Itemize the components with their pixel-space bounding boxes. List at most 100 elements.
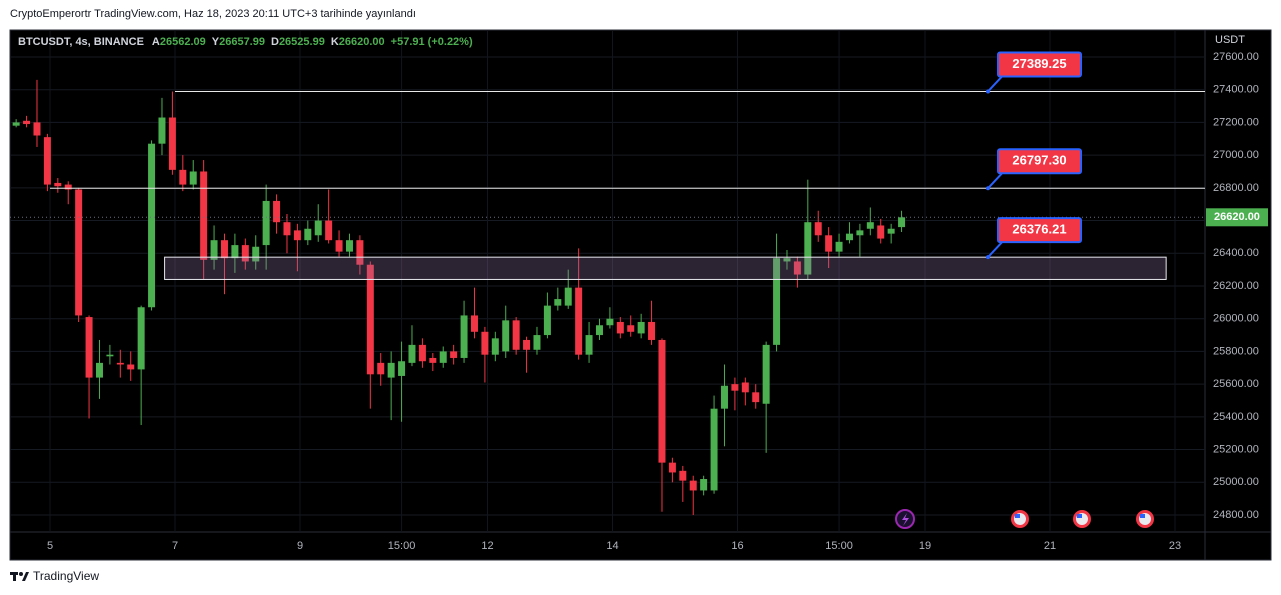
candle-body bbox=[231, 245, 239, 259]
candle-body bbox=[866, 222, 874, 229]
candle-body bbox=[710, 408, 718, 491]
x-tick-label: 21 bbox=[1044, 540, 1056, 552]
candle-body bbox=[533, 335, 541, 350]
candle-body bbox=[200, 171, 208, 260]
candle-body bbox=[325, 220, 333, 241]
candle-body bbox=[773, 258, 781, 345]
last-price-tag bbox=[1206, 208, 1268, 227]
x-tick-label: 16 bbox=[731, 540, 743, 552]
candle-body bbox=[283, 222, 291, 236]
candle-body bbox=[814, 222, 822, 236]
callout-anchor bbox=[986, 255, 990, 260]
candle-body bbox=[220, 240, 228, 259]
y-tick-label: 27200.00 bbox=[1213, 116, 1259, 128]
y-tick-label: 27000.00 bbox=[1213, 149, 1259, 161]
candle-body bbox=[273, 200, 281, 223]
callout-anchor bbox=[986, 186, 990, 191]
candle-body bbox=[439, 351, 447, 363]
candle-body bbox=[377, 362, 385, 375]
callout-pointer bbox=[987, 241, 1003, 258]
callout-box bbox=[997, 148, 1082, 175]
candle-body bbox=[783, 258, 791, 262]
candle-body bbox=[64, 184, 72, 190]
candle-body bbox=[127, 364, 135, 370]
candle-body bbox=[752, 392, 760, 403]
callout-anchor bbox=[986, 89, 990, 94]
ohlc-value: 26562.09 bbox=[160, 36, 206, 48]
candle-body bbox=[554, 299, 562, 306]
x-tick-label: 14 bbox=[606, 540, 618, 552]
candle-body bbox=[648, 321, 656, 340]
ohlc-key: D bbox=[271, 36, 279, 48]
x-tick-label: 7 bbox=[172, 540, 178, 552]
brand: TradingView bbox=[33, 569, 99, 583]
candle-body bbox=[408, 344, 416, 363]
last-price-label: 26620.00 bbox=[1214, 211, 1260, 223]
x-tick-label: 12 bbox=[481, 540, 493, 552]
candle-body bbox=[887, 228, 895, 234]
candle-body bbox=[429, 357, 437, 363]
y-tick-label: 26000.00 bbox=[1213, 313, 1259, 325]
overlay: 27389.25 26797.30 26376.21 bbox=[10, 51, 1205, 280]
candle-body bbox=[575, 287, 583, 355]
y-tick-label: 25400.00 bbox=[1213, 411, 1259, 423]
y-tick-label: 26800.00 bbox=[1213, 182, 1259, 194]
y-axis-label: USDT bbox=[1215, 34, 1245, 46]
candle-body bbox=[252, 246, 260, 262]
change: +57.91 (+0.22%) bbox=[391, 36, 473, 48]
callout-box bbox=[997, 217, 1082, 244]
candle-body bbox=[210, 240, 218, 260]
candle-body bbox=[512, 320, 520, 350]
x-tick-label: 15:00 bbox=[388, 540, 416, 552]
candle-body bbox=[720, 385, 728, 409]
event-icon[interactable] bbox=[1073, 510, 1091, 528]
candle-body bbox=[398, 361, 406, 376]
candle-body bbox=[689, 480, 697, 491]
y-tick-label: 25800.00 bbox=[1213, 345, 1259, 357]
callout-pointer bbox=[987, 75, 1003, 93]
candle-body bbox=[460, 315, 468, 358]
publish-title: CryptoEmperortr TradingView.com, Haz 18,… bbox=[10, 8, 416, 20]
candle-body bbox=[793, 261, 801, 275]
candle-body bbox=[523, 339, 531, 350]
candle-body bbox=[679, 470, 687, 481]
candle-body bbox=[345, 240, 353, 252]
event-icon[interactable] bbox=[1011, 510, 1029, 528]
y-tick-label: 25200.00 bbox=[1213, 443, 1259, 455]
candle-body bbox=[189, 171, 197, 185]
x-tick-label: 15:00 bbox=[825, 540, 853, 552]
y-tick-label: 25000.00 bbox=[1213, 476, 1259, 488]
y-tick-label: 27400.00 bbox=[1213, 84, 1259, 96]
event-icon[interactable] bbox=[895, 509, 915, 529]
candle-body bbox=[241, 245, 249, 262]
candle-body bbox=[43, 137, 51, 185]
candle-body bbox=[148, 143, 156, 308]
candle-body bbox=[668, 462, 676, 473]
x-tick-label: 9 bbox=[297, 540, 303, 552]
candle-body bbox=[418, 344, 426, 362]
callout-label: 26376.21 bbox=[1012, 222, 1066, 237]
candle-body bbox=[158, 117, 166, 144]
candle-body bbox=[95, 362, 103, 378]
candle-body bbox=[731, 384, 739, 391]
candle-body bbox=[606, 318, 614, 326]
candle-body bbox=[845, 233, 853, 241]
y-tick-label: 26400.00 bbox=[1213, 247, 1259, 259]
candle-body bbox=[75, 189, 83, 316]
candle-body bbox=[741, 382, 749, 393]
ohlc-key: K bbox=[331, 36, 339, 48]
candle-body bbox=[585, 335, 593, 355]
candle-body bbox=[335, 240, 343, 252]
x-tick-label: 23 bbox=[1169, 540, 1181, 552]
candle-body bbox=[23, 120, 31, 125]
candle-body bbox=[33, 122, 41, 136]
price-zone bbox=[164, 256, 1167, 280]
candle-body bbox=[502, 320, 510, 352]
candle-body bbox=[168, 117, 176, 170]
ohlc-key: A bbox=[152, 36, 160, 48]
y-tick-label: 27600.00 bbox=[1213, 51, 1259, 63]
candle-body bbox=[293, 230, 301, 241]
event-icon[interactable] bbox=[1136, 510, 1154, 528]
candle-body bbox=[85, 317, 93, 378]
